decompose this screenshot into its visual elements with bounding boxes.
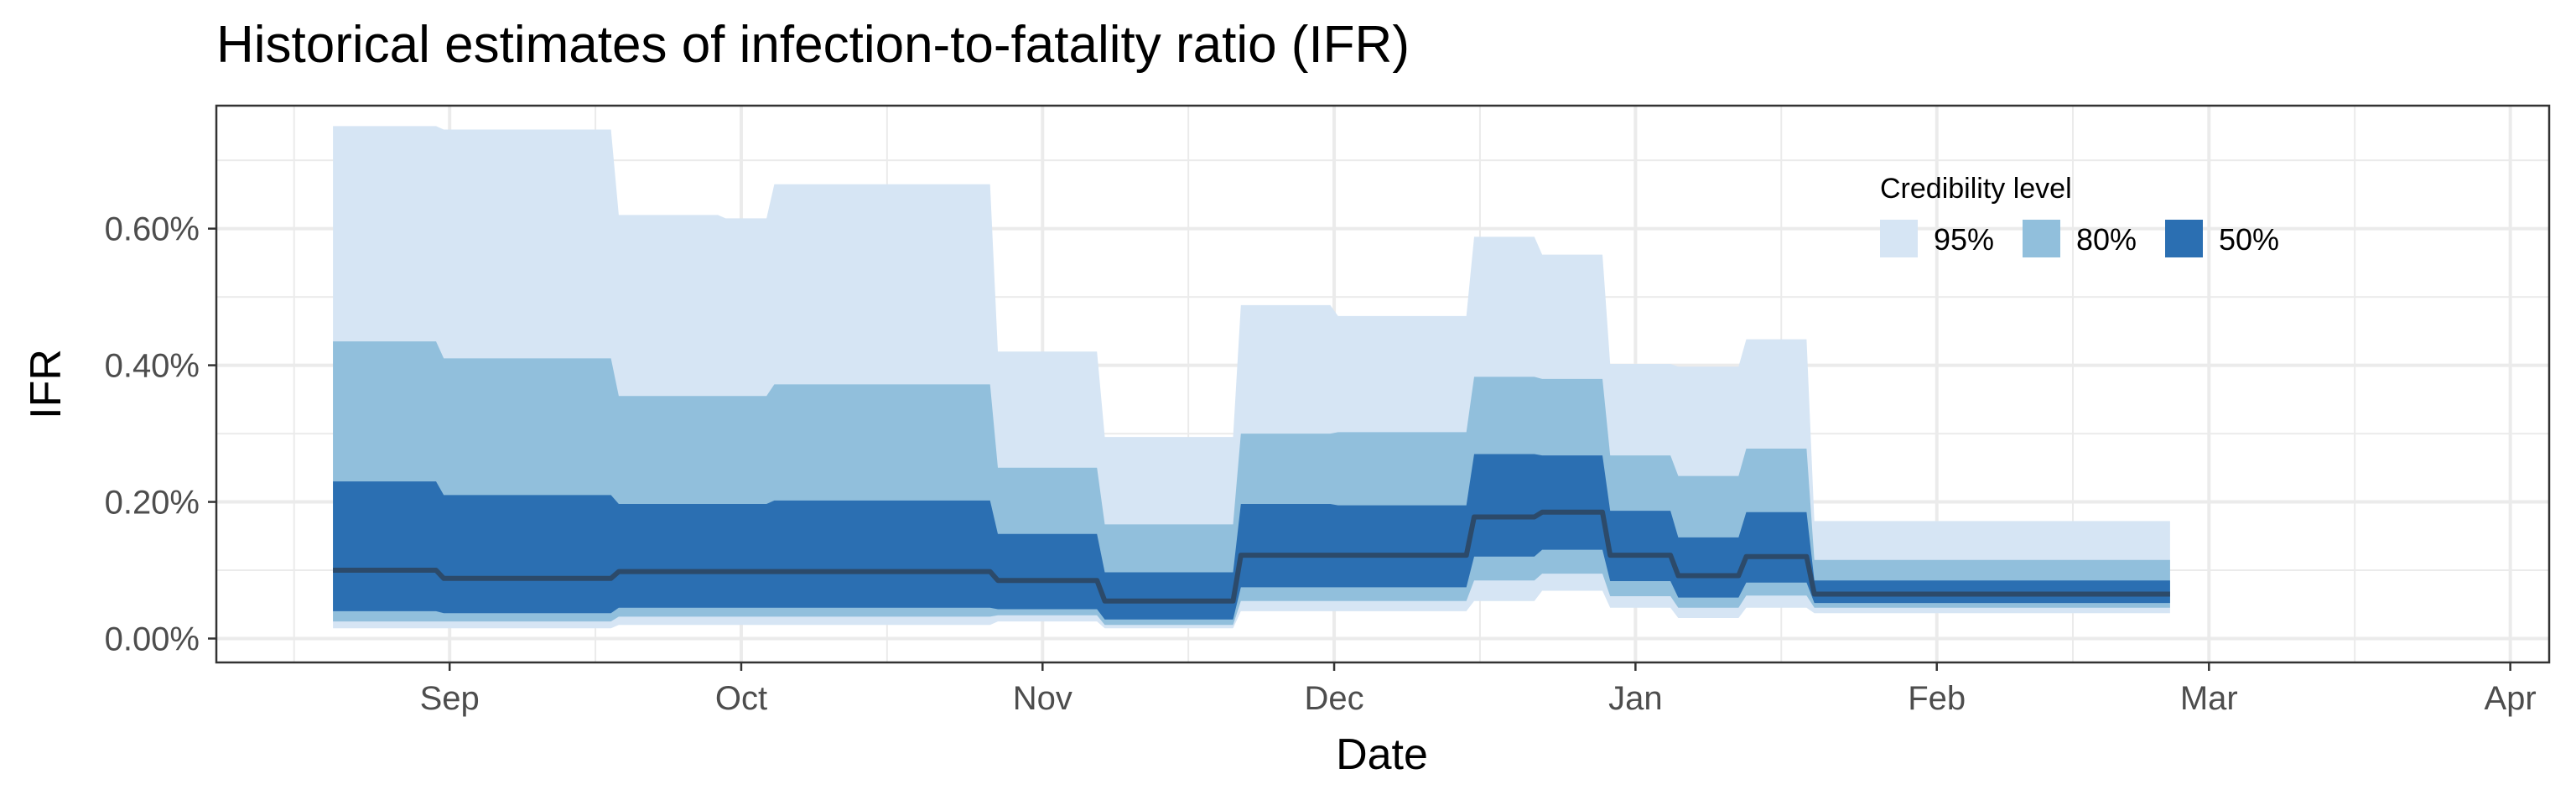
median-layer — [333, 509, 2170, 604]
legend: Credibility level 95% 80% 50% — [1880, 173, 2279, 257]
x-tick-label: Dec — [1304, 680, 1363, 717]
x-tick-label: Apr — [2485, 680, 2537, 717]
x-tick-label: Jan — [1608, 680, 1663, 717]
x-tick-label: Oct — [715, 680, 767, 717]
y-tick-label: 0.40% — [105, 348, 200, 385]
median-line — [333, 509, 2170, 604]
legend-swatch — [1880, 220, 1918, 257]
x-tick-label: Mar — [2180, 680, 2238, 717]
y-axis: 0.00% 0.20% 0.40% 0.60% — [105, 211, 216, 657]
legend-swatch — [2165, 220, 2203, 257]
legend-swatch — [2023, 220, 2060, 257]
legend-label: 80% — [2076, 222, 2137, 257]
y-tick-label: 0.20% — [105, 485, 200, 522]
x-tick-label: Nov — [1013, 680, 1072, 717]
chart-title: Historical estimates of infection-to-fat… — [216, 16, 1410, 74]
x-tick-label: Feb — [1908, 680, 1966, 717]
y-tick-label: 0.00% — [105, 621, 200, 657]
x-axis: Sep Oct Nov Dec Jan Feb Mar Apr — [420, 662, 2537, 717]
x-axis-title: Date — [1336, 730, 1428, 779]
panel-frame — [215, 104, 2551, 664]
y-axis-title: IFR — [22, 349, 70, 419]
legend-label: 95% — [1934, 222, 1994, 257]
x-tick-label: Sep — [420, 680, 480, 717]
panel-border — [215, 104, 2551, 664]
legend-label: 50% — [2219, 222, 2279, 257]
legend-title: Credibility level — [1880, 173, 2072, 205]
y-tick-label: 0.60% — [105, 211, 200, 248]
legend-items: 95% 80% 50% — [1880, 220, 2279, 257]
